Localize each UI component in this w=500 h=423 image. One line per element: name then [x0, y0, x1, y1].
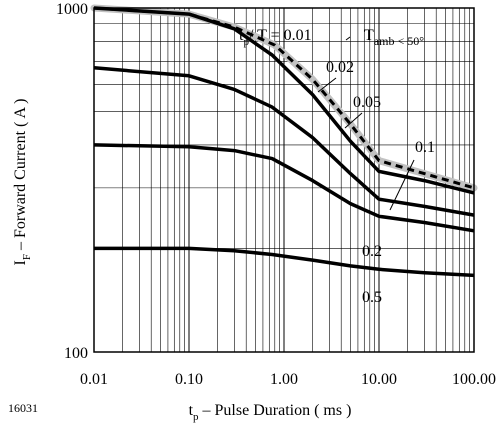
- ambient-temperature-note: Tamb < 50°: [364, 27, 424, 48]
- tick-labels: 0.01 0.10 1.00 10.00 100.00 1000 100: [56, 1, 496, 388]
- y-tick-label: 100: [64, 345, 88, 362]
- y-axis-label: IF – Forward Current ( A ): [12, 99, 33, 266]
- x-tick-label: 100.00: [452, 371, 496, 388]
- grid: [93, 8, 474, 352]
- duty-cycle-label-0.1: 0.1: [415, 139, 435, 156]
- x-tick-label: 0.01: [80, 371, 108, 388]
- curve-0.2: [94, 246, 475, 278]
- curve-0.05: [93, 66, 475, 217]
- duty-cycle-label-0.02: 0.02: [326, 59, 354, 76]
- leader-0.01: [345, 36, 351, 41]
- curve-0.1: [93, 143, 475, 233]
- plot-frame: [93, 7, 475, 353]
- x-tick-label: 0.10: [175, 371, 203, 388]
- x-axis-label: tp – Pulse Duration ( ms ): [189, 402, 352, 423]
- duty-cycle-label-0.5: 0.5: [362, 289, 382, 306]
- leader-0.02: [317, 77, 337, 93]
- label-leaders: [317, 36, 415, 211]
- x-tick-label: 10.00: [361, 371, 397, 388]
- curve-0.02: [93, 6, 475, 195]
- duty-cycle-label-0.2: 0.2: [362, 243, 382, 260]
- x-tick-label: 1.00: [270, 371, 298, 388]
- y-tick-label: 1000: [56, 1, 88, 18]
- duty-cycle-label-0.05: 0.05: [353, 94, 381, 111]
- leader-0.05: [344, 112, 363, 129]
- duty-cycle-label-0.01: tp/ T = 0.01: [239, 27, 312, 48]
- figure-id: 16031: [8, 401, 38, 415]
- leader-0.1: [389, 159, 415, 211]
